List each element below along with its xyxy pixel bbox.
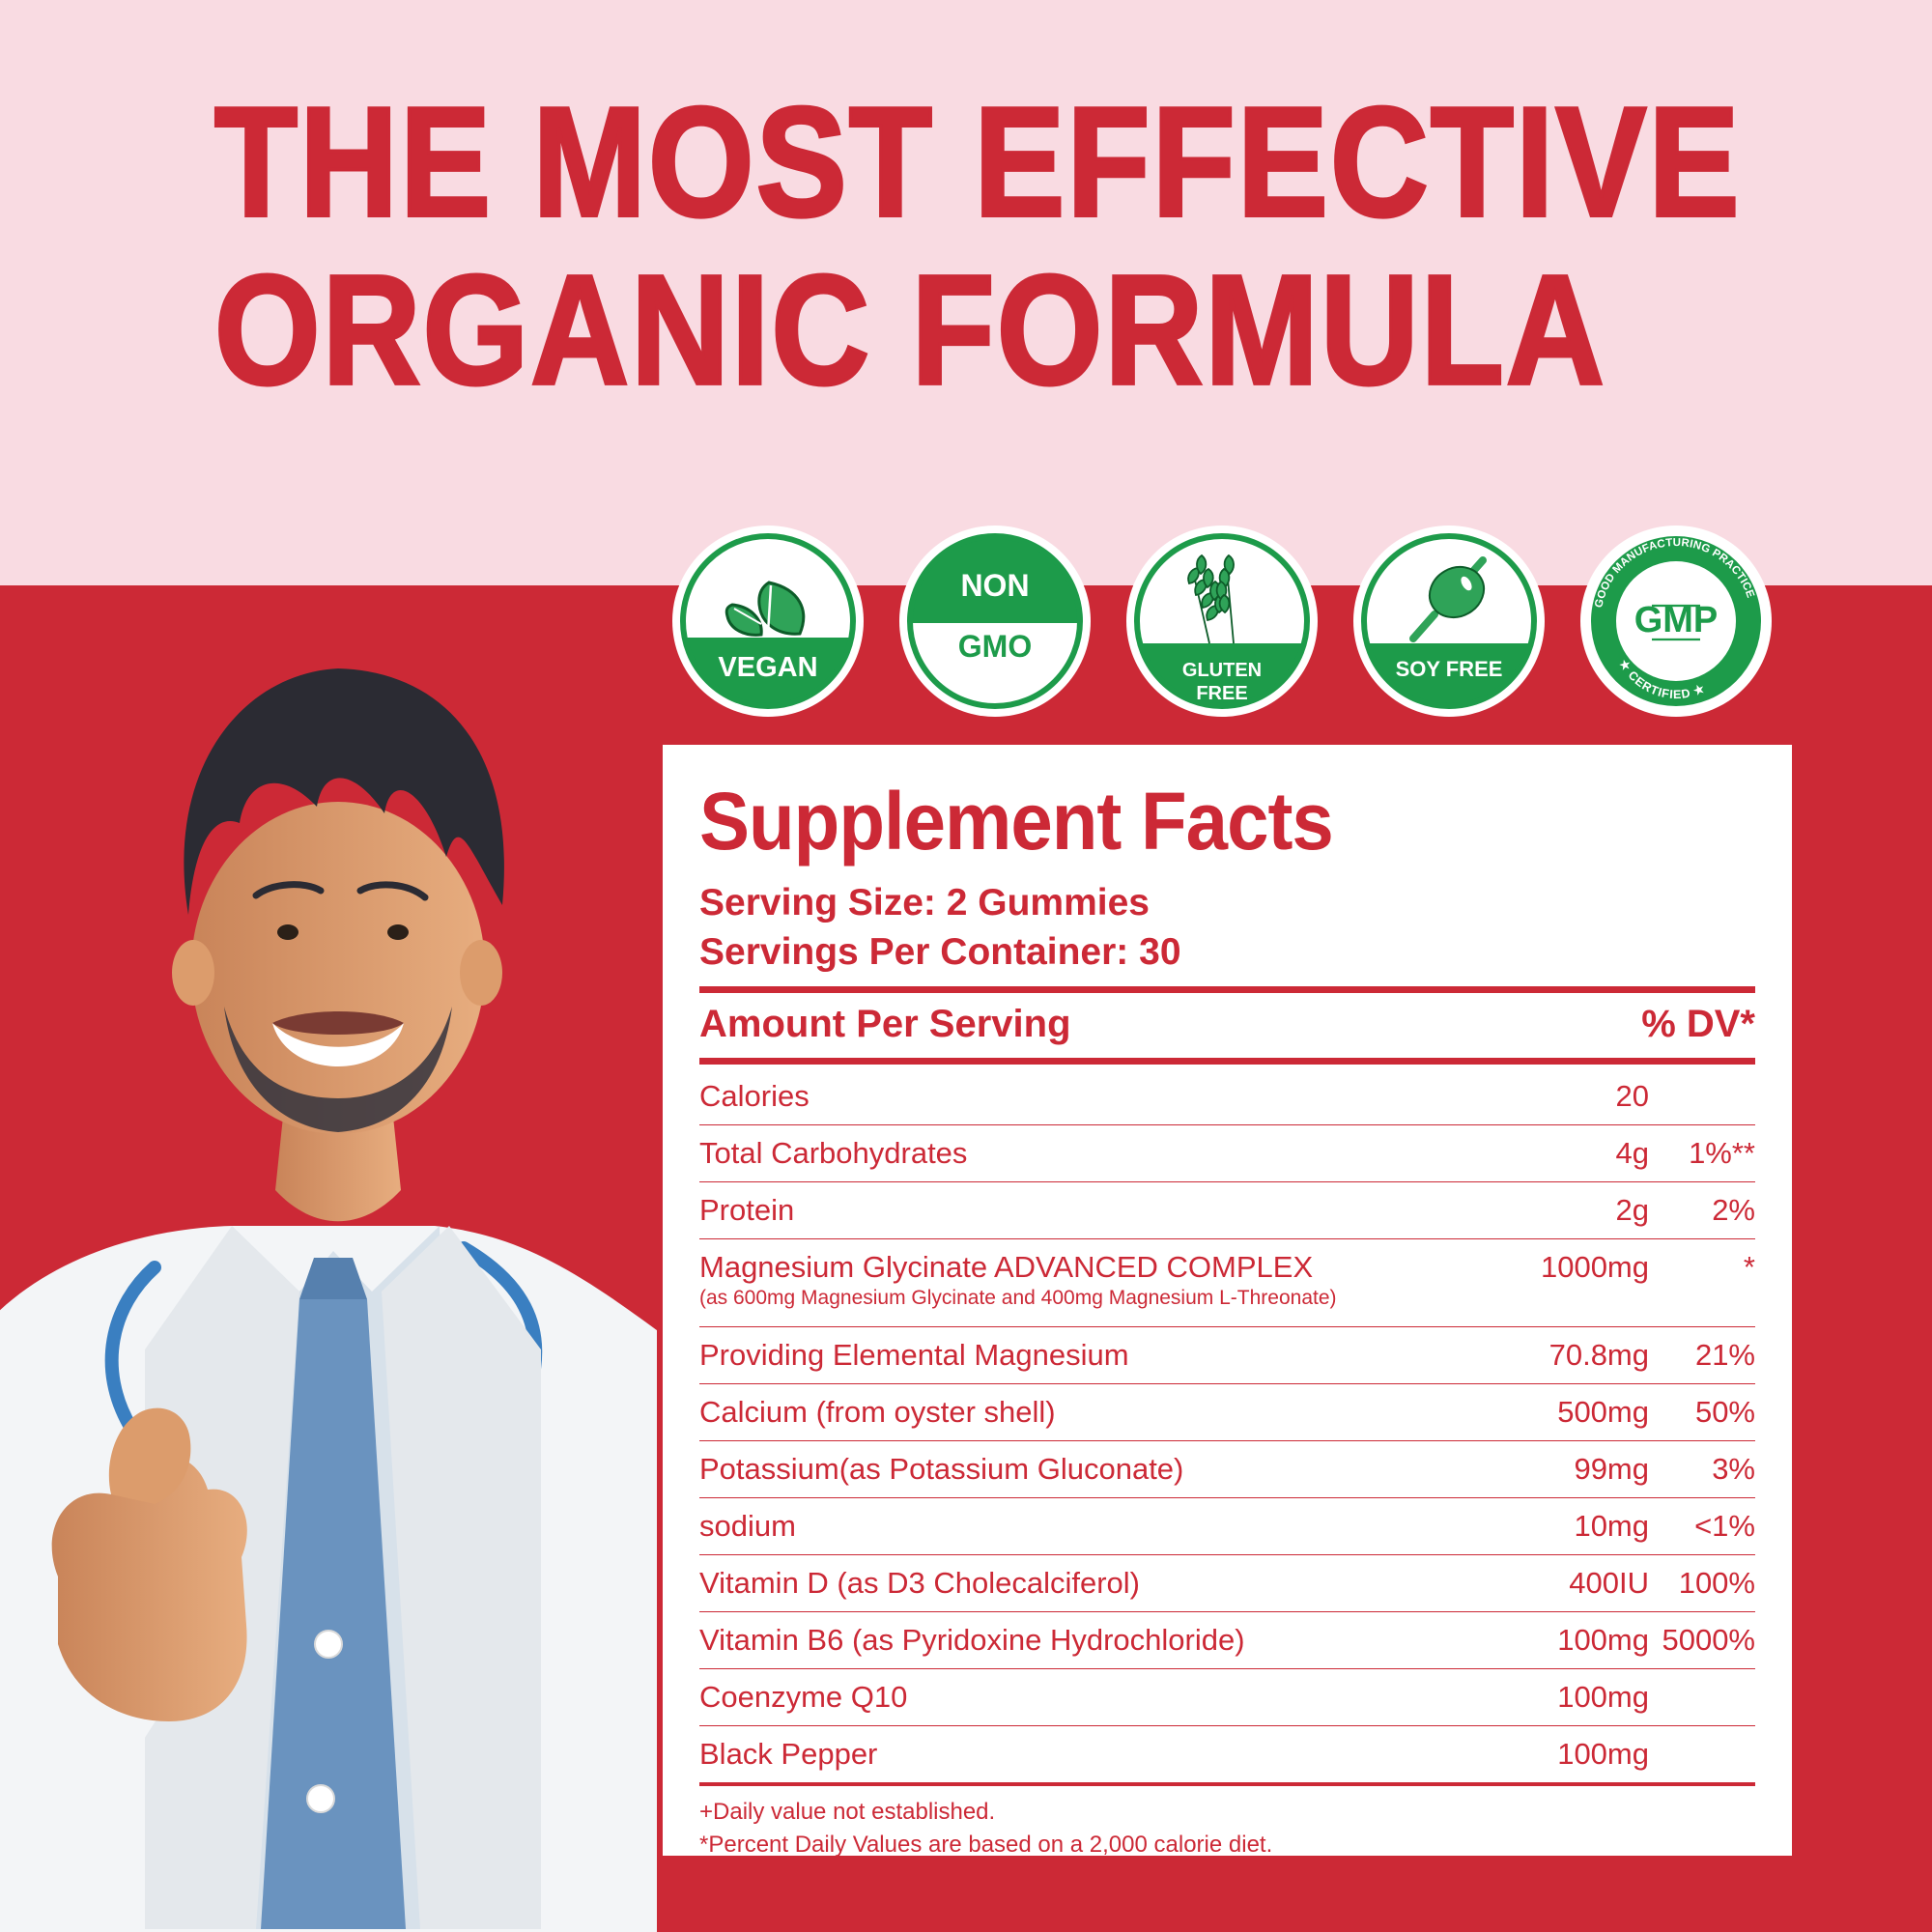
svg-text:GMO: GMO [958,629,1032,664]
svg-text:SOY FREE: SOY FREE [1396,657,1503,681]
svg-text:FREE: FREE [1196,683,1247,704]
svg-text:GLUTEN: GLUTEN [1182,660,1262,681]
svg-text:NON: NON [960,568,1029,603]
svg-text:VEGAN: VEGAN [718,652,817,683]
